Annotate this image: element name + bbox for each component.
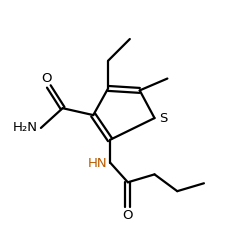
Text: S: S	[159, 112, 168, 124]
Text: HN: HN	[88, 157, 107, 170]
Text: O: O	[42, 72, 52, 85]
Text: H₂N: H₂N	[13, 122, 38, 134]
Text: O: O	[123, 209, 133, 222]
